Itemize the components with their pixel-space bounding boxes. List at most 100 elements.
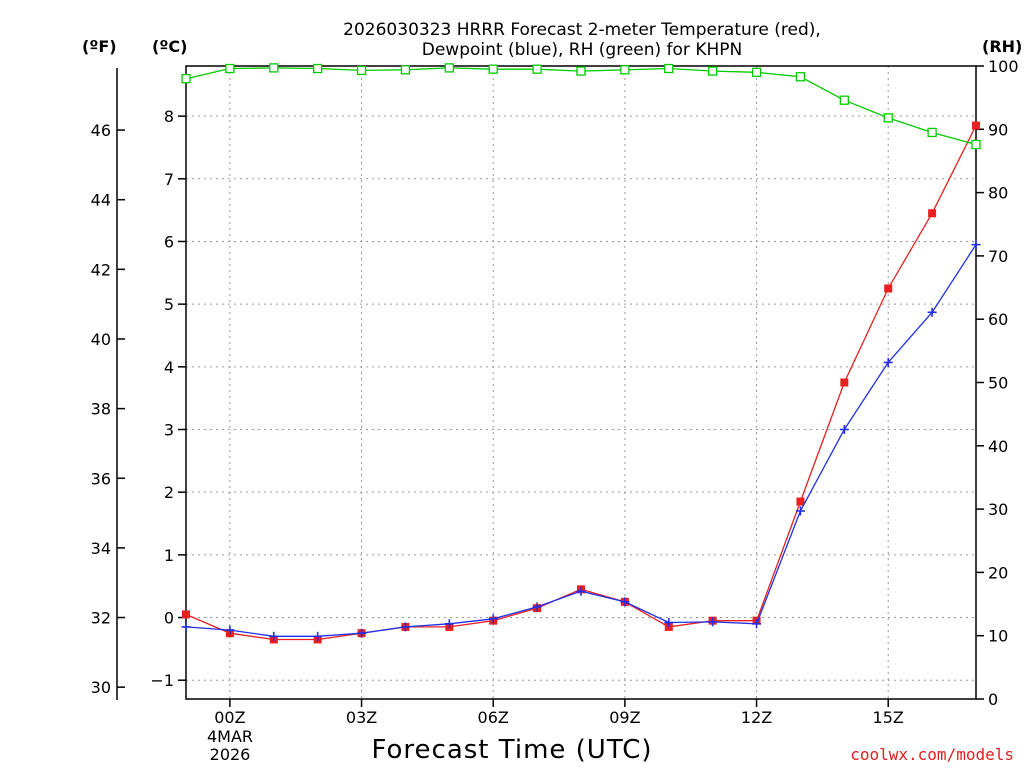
data-point bbox=[664, 618, 674, 628]
data-point bbox=[181, 74, 191, 84]
fahrenheit-tick-label: 44 bbox=[91, 191, 111, 210]
data-point bbox=[971, 240, 981, 250]
rh-tick-label: 30 bbox=[988, 500, 1008, 519]
credit-text: coolwx.com/models bbox=[850, 745, 1014, 764]
rh-tick-label: 20 bbox=[988, 563, 1008, 582]
data-point bbox=[796, 497, 805, 506]
x-axis: 00Z 03Z 06Z 09Z 12Z 15Z bbox=[214, 699, 904, 727]
celsius-tick-label: 7 bbox=[164, 170, 174, 189]
celsius-tick-label: 8 bbox=[164, 107, 174, 126]
data-point bbox=[182, 610, 190, 619]
data-point bbox=[751, 67, 762, 77]
celsius-tick-label: −1 bbox=[150, 671, 174, 690]
celsius-tick-label: 6 bbox=[164, 232, 174, 251]
fahrenheit-axis-unit: (ºF) bbox=[82, 37, 117, 56]
data-point bbox=[795, 506, 805, 516]
data-point bbox=[400, 65, 411, 75]
data-point bbox=[400, 622, 410, 632]
rh-tick-label: 90 bbox=[988, 120, 1008, 139]
data-point bbox=[708, 66, 718, 76]
rh-axis: 0 10 20 30 40 50 60 70 80 90 100 bbox=[976, 57, 1019, 709]
data-point bbox=[927, 127, 937, 138]
data-point bbox=[883, 113, 893, 123]
fahrenheit-tick-label: 36 bbox=[91, 469, 111, 488]
celsius-axis-unit: (ºC) bbox=[152, 37, 187, 56]
data-point bbox=[928, 209, 937, 218]
series-layer bbox=[181, 63, 981, 644]
chart-title-line2: Dewpoint (blue), RH (green) for KHPN bbox=[422, 40, 742, 60]
data-point bbox=[181, 622, 191, 632]
data-point bbox=[839, 425, 849, 435]
data-point bbox=[444, 619, 454, 629]
data-point bbox=[532, 602, 542, 612]
fahrenheit-tick-label: 46 bbox=[91, 121, 111, 140]
celsius-tick-label: 2 bbox=[164, 483, 174, 502]
x-axis-label: Forecast Time (UTC) bbox=[371, 735, 652, 765]
rh-tick-label: 0 bbox=[988, 690, 998, 709]
fahrenheit-tick-label: 32 bbox=[91, 609, 111, 628]
data-point bbox=[752, 619, 762, 629]
data-point bbox=[269, 631, 279, 641]
grid bbox=[186, 66, 976, 699]
data-point bbox=[269, 63, 279, 73]
data-point bbox=[620, 65, 630, 75]
data-point bbox=[708, 617, 718, 627]
data-point bbox=[839, 95, 849, 105]
celsius-tick-label: 3 bbox=[164, 421, 174, 440]
data-point bbox=[356, 65, 367, 76]
rh-tick-label: 100 bbox=[988, 57, 1019, 76]
data-point bbox=[576, 66, 586, 76]
date-label-year: 2026 bbox=[210, 745, 251, 764]
celsius-axis: −1 0 1 2 3 4 5 6 7 8 bbox=[150, 107, 186, 690]
rh-axis-unit: (RH) bbox=[982, 37, 1022, 56]
rh-tick-label: 50 bbox=[988, 374, 1008, 393]
x-tick-label: 00Z bbox=[214, 708, 245, 727]
data-point bbox=[225, 625, 235, 635]
data-point bbox=[664, 63, 674, 74]
fahrenheit-tick-label: 38 bbox=[91, 400, 111, 419]
data-point bbox=[972, 121, 980, 130]
celsius-tick-label: 5 bbox=[164, 295, 174, 314]
data-point bbox=[225, 63, 235, 74]
x-tick-label: 09Z bbox=[609, 708, 640, 727]
data-point bbox=[795, 72, 806, 82]
x-tick-label: 15Z bbox=[873, 708, 904, 727]
chart-title-line1: 2026030323 HRRR Forecast 2-meter Tempera… bbox=[343, 20, 821, 40]
celsius-tick-label: 0 bbox=[164, 609, 174, 628]
x-tick-label: 12Z bbox=[741, 708, 772, 727]
data-point bbox=[620, 597, 630, 607]
series-line bbox=[185, 125, 977, 641]
date-label-day: 4MAR bbox=[207, 727, 253, 746]
data-point bbox=[576, 586, 586, 596]
fahrenheit-tick-label: 42 bbox=[91, 260, 111, 279]
data-point bbox=[444, 63, 454, 73]
data-point bbox=[883, 357, 893, 367]
fahrenheit-axis: 30 32 34 36 38 40 42 44 46 bbox=[91, 121, 125, 697]
data-point bbox=[884, 284, 893, 293]
series-temperature-c bbox=[182, 121, 980, 644]
rh-tick-label: 80 bbox=[988, 184, 1008, 203]
data-point bbox=[488, 614, 498, 624]
x-tick-label: 03Z bbox=[346, 708, 377, 727]
celsius-tick-label: 4 bbox=[164, 358, 174, 377]
rh-tick-label: 60 bbox=[988, 310, 1008, 329]
celsius-tick-label: 1 bbox=[164, 546, 174, 565]
rh-tick-label: 40 bbox=[988, 437, 1008, 456]
data-point bbox=[488, 64, 498, 74]
rh-tick-label: 70 bbox=[988, 247, 1008, 266]
data-point bbox=[313, 631, 323, 641]
rh-tick-label: 10 bbox=[988, 627, 1008, 646]
series-dewpoint-c bbox=[181, 240, 981, 641]
plot-frame bbox=[185, 65, 977, 700]
data-point bbox=[971, 139, 981, 150]
data-point bbox=[357, 628, 367, 638]
data-point bbox=[313, 63, 323, 74]
data-point bbox=[532, 64, 542, 74]
fahrenheit-tick-label: 34 bbox=[91, 539, 111, 558]
fahrenheit-tick-label: 30 bbox=[91, 678, 111, 697]
data-point bbox=[840, 378, 849, 387]
data-point bbox=[927, 307, 937, 317]
series-rh bbox=[181, 63, 981, 150]
series-line bbox=[185, 244, 977, 637]
